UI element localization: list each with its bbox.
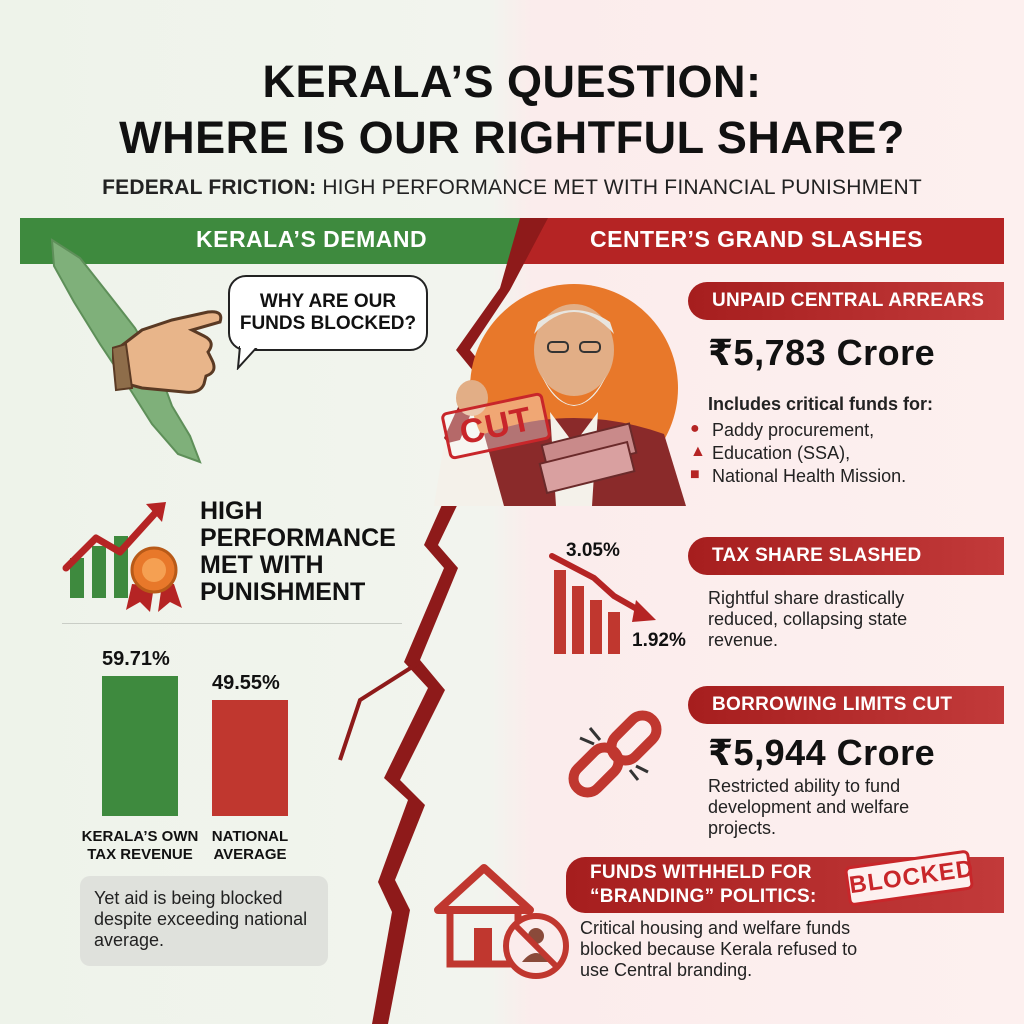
branding-text-line-3: use Central branding. (580, 960, 753, 980)
bar-label-kerala-line-2: TAX REVENUE (87, 846, 193, 863)
performance-line-4: PUNISHMENT (200, 578, 366, 606)
tax-share-from: 3.05% (566, 540, 620, 561)
branding-text-line-2: blocked because Kerala refused to (580, 939, 858, 959)
left-divider (62, 623, 402, 624)
branding-tag-line-1: FUNDS WITHHELD FOR (590, 862, 812, 883)
borrowing-text-line-3: projects. (708, 818, 777, 838)
arrears-item-paddy: Paddy procurement, (712, 420, 875, 440)
page-title: KERALA’S QUESTION: WHERE IS OUR RIGHTFUL… (0, 58, 1024, 162)
blocked-house-icon (434, 864, 569, 979)
title-line-2: WHERE IS OUR RIGHTFUL SHARE? (119, 112, 905, 163)
performance-line-2: PERFORMANCE (200, 524, 396, 552)
tax-share-text: Rightful share drastically reduced, coll… (708, 588, 907, 651)
leader-illustration (434, 284, 686, 506)
tax-text-line-2: reduced, collapsing state (708, 609, 908, 629)
subtitle-rest: HIGH PERFORMANCE MET WITH FINANCIAL PUNI… (316, 176, 922, 199)
borrowing-amount: ₹5,944 Crore (708, 732, 936, 773)
tax-text-line-3: revenue. (708, 630, 779, 650)
branding-text: Critical housing and welfare funds block… (580, 918, 857, 981)
broken-chain-icon (568, 710, 662, 798)
borrowing-tag: BORROWING LIMITS CUT (688, 686, 1004, 724)
bubble-line-1: WHY ARE OUR (259, 291, 397, 312)
arrears-item-health: National Health Mission. (712, 466, 907, 486)
bar-label-national: NATIONAL AVERAGE (200, 828, 300, 864)
performance-title: HIGH PERFORMANCE MET WITH PUNISHMENT (200, 498, 396, 606)
left-band (20, 218, 520, 264)
bar-label-kerala: KERALA’S OWN TAX REVENUE (72, 828, 208, 864)
arrears-intro: Includes critical funds for: (708, 394, 934, 414)
crack-branch (338, 660, 422, 761)
bubble-line-2: FUNDS BLOCKED? (239, 313, 417, 334)
pointing-hand-icon (112, 310, 223, 394)
speech-bubble-tail (236, 346, 260, 370)
bar-value-kerala: 59.71% (102, 648, 170, 670)
speech-bubble: WHY ARE OUR FUNDS BLOCKED? (228, 275, 428, 351)
right-band-label: CENTER’S GRAND SLASHES (590, 226, 924, 252)
crack-shape (372, 218, 548, 1024)
subtitle-bold: FEDERAL FRICTION: (102, 176, 317, 199)
declining-chart-icon (549, 553, 656, 654)
left-band-label: KERALA’S DEMAND (196, 226, 428, 252)
growth-chart-icon (62, 502, 182, 612)
borrowing-text-line-2: development and welfare (708, 797, 910, 817)
borrowing-text-line-1: Restricted ability to fund (708, 776, 901, 796)
bar-label-national-line-1: NATIONAL (211, 828, 289, 845)
bar-label-kerala-line-1: KERALA’S OWN (81, 828, 199, 845)
performance-line-3: MET WITH (200, 551, 324, 579)
branding-tag: FUNDS WITHHELD FOR “BRANDING” POLITICS: (566, 857, 1004, 913)
branding-tag-line-2: “BRANDING” POLITICS: (590, 886, 817, 907)
bowl-icon: ● (690, 420, 700, 437)
title-line-1: KERALA’S QUESTION: (262, 56, 762, 107)
performance-line-1: HIGH (200, 497, 263, 525)
tax-share-to: 1.92% (632, 630, 686, 651)
arrears-amount: ₹5,783 Crore (708, 332, 936, 373)
bar-label-national-line-2: AVERAGE (213, 846, 287, 863)
tax-share-tag: TAX SHARE SLASHED (688, 537, 1004, 575)
arrears-tag: UNPAID CENTRAL ARREARS (688, 282, 1004, 320)
note-box: Yet aid is being blocked despite exceedi… (80, 876, 328, 966)
arrears-item-education: Education (SSA), (712, 443, 851, 463)
right-band (520, 218, 1004, 264)
branding-text-line-1: Critical housing and welfare funds (580, 918, 851, 938)
bar-kerala (102, 676, 178, 816)
tax-text-line-1: Rightful share drastically (708, 588, 905, 608)
bar-value-national: 49.55% (212, 671, 280, 694)
hospital-icon: ■ (690, 466, 700, 483)
page-subtitle: FEDERAL FRICTION: HIGH PERFORMANCE MET W… (0, 176, 1024, 200)
bar-national (212, 699, 288, 816)
student-icon: ▲ (690, 443, 706, 460)
borrowing-text: Restricted ability to fund development a… (708, 776, 909, 839)
